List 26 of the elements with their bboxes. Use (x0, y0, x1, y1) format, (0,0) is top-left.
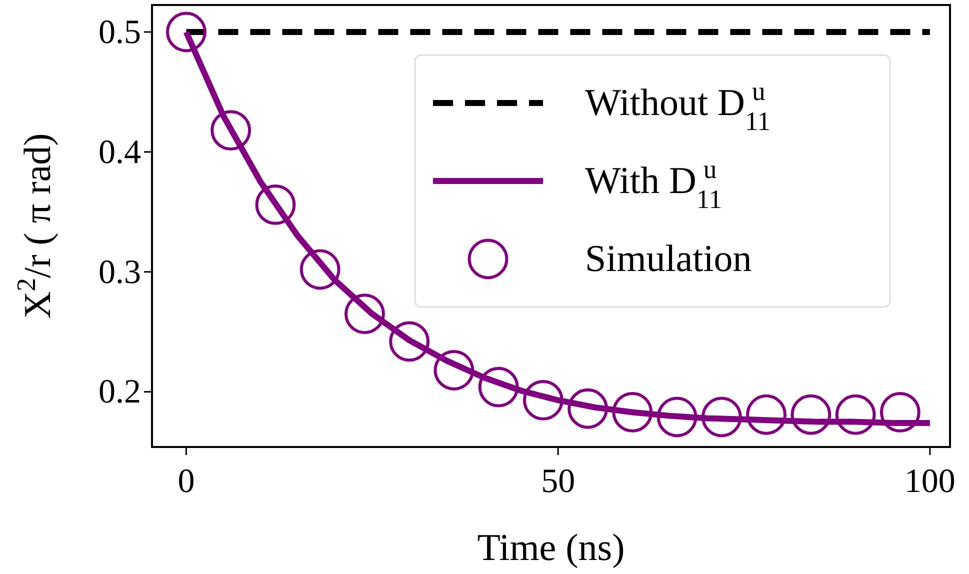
point (166, 12, 206, 52)
point (478, 366, 519, 408)
y-tick-label: 0.2 (98, 374, 141, 411)
y-tick-label: 0.3 (98, 254, 141, 291)
point (790, 394, 832, 435)
x-tick-label: 100 (904, 463, 956, 500)
x-tick-label: 50 (541, 463, 576, 500)
x-axis-title: Time (ns) (477, 527, 625, 569)
point (880, 392, 920, 432)
y-tick-label: 0.5 (98, 14, 141, 51)
point (835, 394, 876, 435)
point (746, 394, 787, 435)
point (568, 388, 608, 429)
point (701, 396, 742, 438)
point (434, 350, 474, 390)
point (612, 392, 653, 432)
point (656, 396, 698, 438)
point (389, 321, 430, 362)
point (344, 294, 385, 334)
y-tick-label: 0.4 (98, 134, 141, 171)
point (255, 184, 296, 225)
point (300, 249, 340, 290)
point (210, 110, 252, 151)
point (522, 380, 564, 420)
x-tick-label: 0 (178, 463, 195, 500)
legend-label: Simulation (585, 238, 752, 280)
